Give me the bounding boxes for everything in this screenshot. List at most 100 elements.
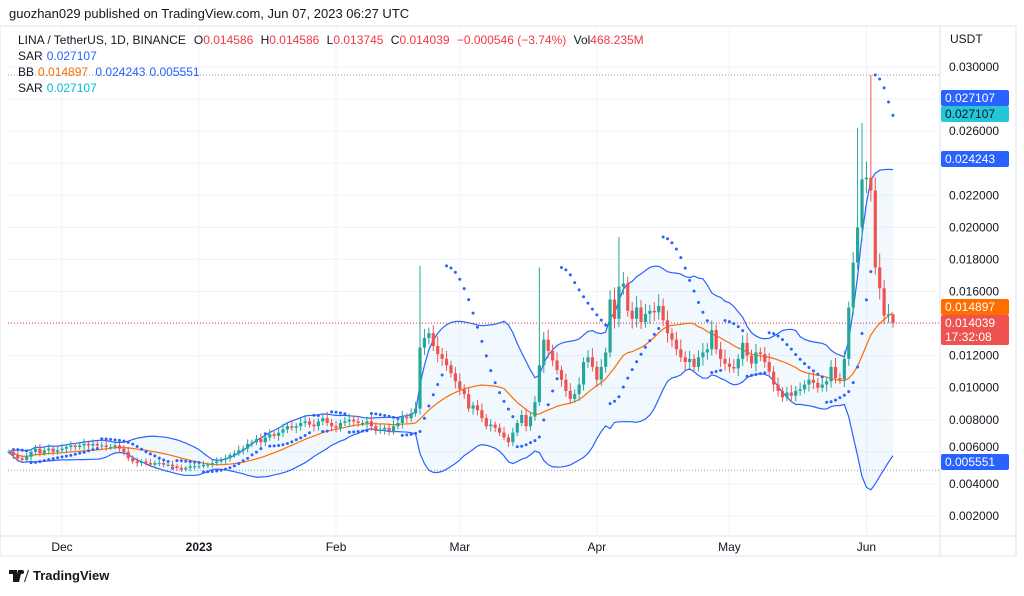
sar-dot	[794, 352, 798, 356]
sar-dot	[582, 295, 586, 299]
candle-body	[528, 416, 533, 427]
candle-body	[630, 310, 634, 319]
sar-dot	[166, 459, 170, 463]
candle-body	[219, 459, 223, 462]
candle-body	[767, 362, 771, 372]
sar-dot	[347, 430, 351, 434]
candle-body	[51, 448, 55, 452]
candle-body	[886, 314, 891, 316]
grid	[0, 25, 1017, 557]
candle-body	[661, 305, 665, 321]
sar-dot	[69, 453, 73, 457]
candle-body	[484, 418, 488, 427]
sar-dot	[396, 416, 400, 420]
brand-name: TradingView	[33, 568, 110, 583]
time-tick-label: Mar	[449, 540, 470, 554]
sar-dot	[162, 458, 166, 462]
sar-dot	[626, 376, 630, 380]
candle-body	[732, 366, 736, 369]
symbol-legend[interactable]: LINA / TetherUS, 1D, BINANCE O0.014586 H0…	[18, 33, 648, 47]
candle-body	[157, 463, 161, 465]
sar-dot	[228, 466, 232, 470]
candle-body	[643, 313, 648, 322]
sar-dot	[613, 399, 616, 403]
sar-dot	[577, 288, 581, 292]
sar-dot	[113, 438, 117, 442]
sar-dot	[365, 429, 369, 433]
sar-dot	[701, 310, 705, 314]
sar-dot	[387, 414, 391, 418]
sar-dot	[666, 237, 670, 241]
sar-dot	[727, 320, 731, 324]
bb-lower-price-label: 0.005551	[941, 454, 1009, 470]
sar-dot	[400, 433, 404, 437]
sar-dot	[502, 399, 506, 403]
sar-dot	[78, 451, 82, 455]
candle-body	[776, 384, 780, 391]
candle-body	[542, 339, 546, 366]
candle-body	[109, 447, 113, 449]
sar-dot	[856, 365, 860, 369]
candle-body	[378, 429, 382, 432]
bb-legend[interactable]: BB 0.014897 0.024243 0.005551	[18, 65, 204, 79]
candle-body	[749, 355, 754, 364]
tradingview-logo[interactable]: TradingView	[9, 568, 109, 583]
sar-dot	[674, 247, 678, 251]
candle-body	[86, 443, 91, 446]
candle-body	[166, 464, 170, 466]
candle-body	[197, 466, 201, 468]
candle-body	[458, 381, 462, 390]
axes: Dec 2023 Feb Mar Apr May Jun 0.030000 0.026000 0.…	[51, 60, 999, 554]
candle-body	[878, 267, 882, 289]
sar-dot	[657, 327, 661, 331]
candle-body	[595, 366, 599, 380]
sar-dot	[860, 332, 864, 336]
candle-body	[144, 461, 148, 464]
high-label: H	[260, 33, 270, 47]
candle-body	[537, 365, 541, 403]
sar-dot	[153, 454, 157, 458]
candle-body	[263, 437, 267, 443]
candle-body	[360, 422, 365, 424]
bb-name: BB	[18, 65, 35, 79]
candle-body	[754, 352, 758, 364]
bb-upper-value: 0.024243	[95, 65, 146, 79]
sar1-legend[interactable]: SAR 0.027107	[18, 49, 101, 63]
sar-dot	[47, 458, 51, 462]
candle-body	[727, 363, 732, 367]
candle-body	[201, 464, 206, 467]
sar-dot	[652, 332, 656, 336]
sar-dot	[95, 447, 99, 451]
sar-dot	[723, 319, 727, 323]
candle-body	[338, 422, 343, 428]
candle-body	[16, 455, 20, 459]
candle-body	[347, 419, 351, 422]
candle-body	[285, 426, 290, 430]
sar-dot	[533, 439, 537, 443]
sar2-legend[interactable]: SAR 0.027107	[18, 81, 101, 95]
sar-dot	[807, 365, 811, 369]
sar-dot	[325, 429, 329, 433]
candle-body	[303, 421, 307, 423]
candle-body	[489, 424, 493, 427]
sar-dot	[811, 369, 815, 373]
sar-dot	[568, 273, 572, 277]
candle-body	[383, 427, 387, 430]
bollinger-band-fill	[8, 169, 893, 490]
candle-body	[577, 384, 581, 395]
candle-body	[869, 177, 873, 191]
candle-body	[175, 466, 179, 468]
price-tick-label: 0.020000	[949, 220, 999, 234]
candle-body	[356, 421, 360, 423]
candle-body	[299, 422, 303, 427]
sar-dot	[882, 86, 886, 90]
bb-upper-line	[8, 168, 893, 461]
sar-dot	[100, 437, 104, 441]
sar-dot	[546, 403, 550, 407]
open-value: 0.014586	[203, 33, 254, 47]
price-tick-label: 0.026000	[949, 124, 999, 138]
candle-body	[891, 314, 895, 323]
sar-dot	[595, 313, 599, 317]
candle-body	[179, 467, 183, 470]
